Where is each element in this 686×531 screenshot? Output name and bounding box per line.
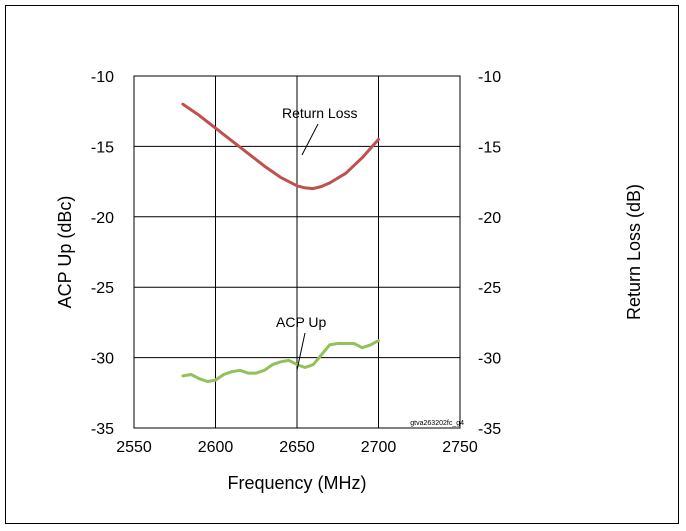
y-tick-label-right: -15	[478, 139, 501, 156]
series-line-return-loss	[181, 102, 380, 191]
figure-frame	[5, 5, 679, 524]
y-axis-label-left: ACP Up (dBc)	[55, 196, 75, 309]
x-tick-label: 2750	[442, 439, 478, 456]
plot-area	[133, 75, 461, 429]
annotation-return-loss-label: Return Loss	[282, 105, 357, 121]
y-tick-label-left: -35	[91, 421, 114, 438]
annotation-return-loss-leader	[301, 123, 319, 156]
annotation-acp-up: ACP Up	[276, 314, 327, 371]
annotation-return-loss: Return Loss	[282, 105, 357, 156]
figure-code: gtva263202fc_g4	[410, 420, 464, 427]
series-line-acp-up	[181, 339, 380, 383]
y-tick-label-right: -35	[478, 421, 501, 438]
x-axis-label: Frequency (MHz)	[227, 473, 366, 493]
x-tick-label: 2700	[361, 439, 397, 456]
y-tick-label-left: -10	[91, 69, 114, 86]
y-tick-label-right: -20	[478, 210, 501, 227]
tick-labels: 2550 2600 2650 2700 2750 -10 -15 -20 -25 -30 -35 -1…	[91, 69, 501, 456]
annotation-acp-up-label: ACP Up	[276, 314, 327, 330]
series-layer	[181, 102, 380, 383]
x-tick-label: 2650	[279, 439, 315, 456]
y-tick-label-right: -30	[478, 351, 501, 368]
y-tick-label-right: -25	[478, 280, 501, 297]
y-tick-label-right: -10	[478, 69, 501, 86]
y-tick-label-left: -15	[91, 139, 114, 156]
y-axis-label-right: Return Loss (dB)	[624, 184, 644, 320]
x-tick-label: 2600	[198, 439, 234, 456]
y-tick-label-left: -20	[91, 210, 114, 227]
y-tick-label-left: -30	[91, 351, 114, 368]
y-tick-label-left: -25	[91, 280, 114, 297]
annotation-acp-up-leader	[296, 332, 306, 371]
x-tick-label: 2550	[116, 439, 152, 456]
